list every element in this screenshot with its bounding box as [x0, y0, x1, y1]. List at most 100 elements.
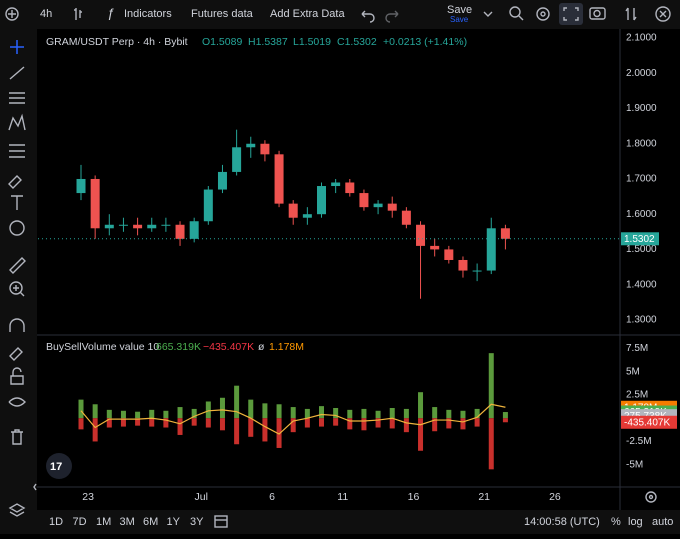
- volume-bar: [191, 418, 197, 426]
- ruler-tool[interactable]: [9, 257, 26, 274]
- net-line: [80, 403, 506, 435]
- indicators[interactable]: Indicators: [124, 8, 172, 20]
- projection-tool[interactable]: [9, 144, 25, 158]
- tradingview-logo: 17: [46, 453, 72, 479]
- volume-bar: [177, 407, 183, 419]
- indicator-buy: 665.319K: [156, 341, 201, 353]
- candle-body: [104, 224, 114, 229]
- lock-tool[interactable]: [10, 367, 24, 385]
- volume-bar: [163, 418, 169, 428]
- log-toggle[interactable]: log: [628, 516, 643, 528]
- chart-style[interactable]: [74, 8, 82, 20]
- candle-body: [401, 210, 411, 225]
- axis-settings[interactable]: [645, 491, 657, 503]
- candle-body: [359, 193, 369, 208]
- volume-bar: [333, 418, 339, 426]
- fib-tool[interactable]: [9, 92, 25, 104]
- range-button[interactable]: 3Y: [190, 516, 204, 528]
- volume-bar: [219, 397, 225, 419]
- range-button[interactable]: 1D: [49, 516, 63, 528]
- volume-bar: [361, 408, 367, 419]
- y-tick-label: -5M: [626, 459, 643, 470]
- alert[interactable]: [509, 6, 524, 21]
- indicator-symbol: ø: [258, 341, 265, 353]
- volume-bar: [502, 412, 508, 419]
- volume-bar: [262, 418, 268, 442]
- candle-body: [90, 178, 100, 229]
- range-button[interactable]: 6M: [143, 516, 158, 528]
- candle-body: [331, 182, 341, 187]
- volume-bar: [120, 410, 126, 419]
- text-tool[interactable]: [11, 195, 23, 210]
- save[interactable]: Save: [447, 4, 472, 16]
- y-tick-label: 1.9000: [626, 103, 657, 114]
- ohlc-high: H1.5387: [248, 36, 288, 48]
- emoji-tool[interactable]: [9, 220, 25, 236]
- volume-bar: [502, 418, 508, 423]
- y-tick-label: 2.1000: [626, 33, 657, 44]
- candle-body: [274, 154, 284, 204]
- value-badge: -435.407K: [624, 417, 670, 428]
- auto-toggle[interactable]: auto: [652, 516, 673, 528]
- collapse-toolbar[interactable]: [33, 483, 37, 491]
- candle-body: [118, 224, 128, 226]
- date-range[interactable]: [214, 515, 228, 528]
- lock-drawing[interactable]: [9, 347, 23, 361]
- candle-body: [302, 214, 312, 218]
- volume-bar: [432, 418, 438, 432]
- range-button[interactable]: 1Y: [167, 516, 181, 528]
- candle-body: [345, 182, 355, 194]
- last-price-label-bg: [621, 232, 659, 246]
- candle-body: [317, 186, 327, 215]
- volume-bar: [106, 409, 112, 419]
- volume-bar: [78, 418, 84, 430]
- hide-tool[interactable]: [8, 397, 26, 407]
- add-symbol[interactable]: [5, 7, 19, 21]
- candle-body: [147, 224, 157, 229]
- volume-bar: [290, 407, 296, 419]
- notifications[interactable]: [655, 6, 671, 22]
- last-price-label: 1.5302: [624, 234, 655, 245]
- delete-tool[interactable]: [11, 429, 23, 445]
- volume-bar: [460, 410, 466, 419]
- volume-bar: [163, 410, 169, 419]
- screenshot[interactable]: [589, 7, 606, 20]
- range-button[interactable]: 1M: [96, 516, 111, 528]
- volume-bar: [375, 418, 381, 428]
- candle-body: [288, 203, 298, 218]
- volume-bar: [135, 418, 141, 426]
- ohlc-change: +0.0213 (+1.41%): [383, 36, 467, 48]
- redo[interactable]: [385, 10, 399, 23]
- settings[interactable]: [536, 7, 550, 21]
- volume-bar: [319, 406, 325, 419]
- undo[interactable]: [361, 10, 375, 23]
- volume-bar: [304, 408, 310, 419]
- candle-body: [232, 147, 242, 172]
- range-button[interactable]: 3M: [120, 516, 135, 528]
- trend-line-tool[interactable]: [9, 66, 25, 80]
- add-extra-data[interactable]: Add Extra Data: [270, 8, 345, 20]
- volume-bar: [389, 407, 395, 419]
- futures-data[interactable]: Futures data: [191, 8, 254, 20]
- object-tree[interactable]: [8, 503, 26, 517]
- y-tick-label: 7.5M: [626, 343, 648, 354]
- x-tick-label: Jul: [195, 491, 208, 503]
- range-button[interactable]: 7D: [73, 516, 87, 528]
- candle-body: [161, 224, 171, 226]
- crosshair-tool[interactable]: [10, 40, 24, 54]
- zoom-tool[interactable]: [9, 281, 25, 297]
- sort[interactable]: [625, 7, 637, 21]
- ohlc-low: L1.5019: [293, 36, 331, 48]
- magnet-tool[interactable]: [9, 318, 25, 332]
- candle-body: [217, 171, 227, 190]
- save-menu[interactable]: [483, 11, 493, 17]
- volume-bar: [205, 418, 211, 428]
- percent-toggle[interactable]: %: [611, 516, 621, 528]
- fullscreen[interactable]: [559, 3, 583, 25]
- value-badge-bg: [621, 415, 677, 429]
- y-tick-label: 2.0000: [626, 68, 657, 79]
- timeframe[interactable]: 4h: [40, 8, 52, 20]
- pattern-tool[interactable]: [8, 113, 26, 131]
- volume-bar: [248, 418, 254, 437]
- brush-tool[interactable]: [8, 175, 22, 189]
